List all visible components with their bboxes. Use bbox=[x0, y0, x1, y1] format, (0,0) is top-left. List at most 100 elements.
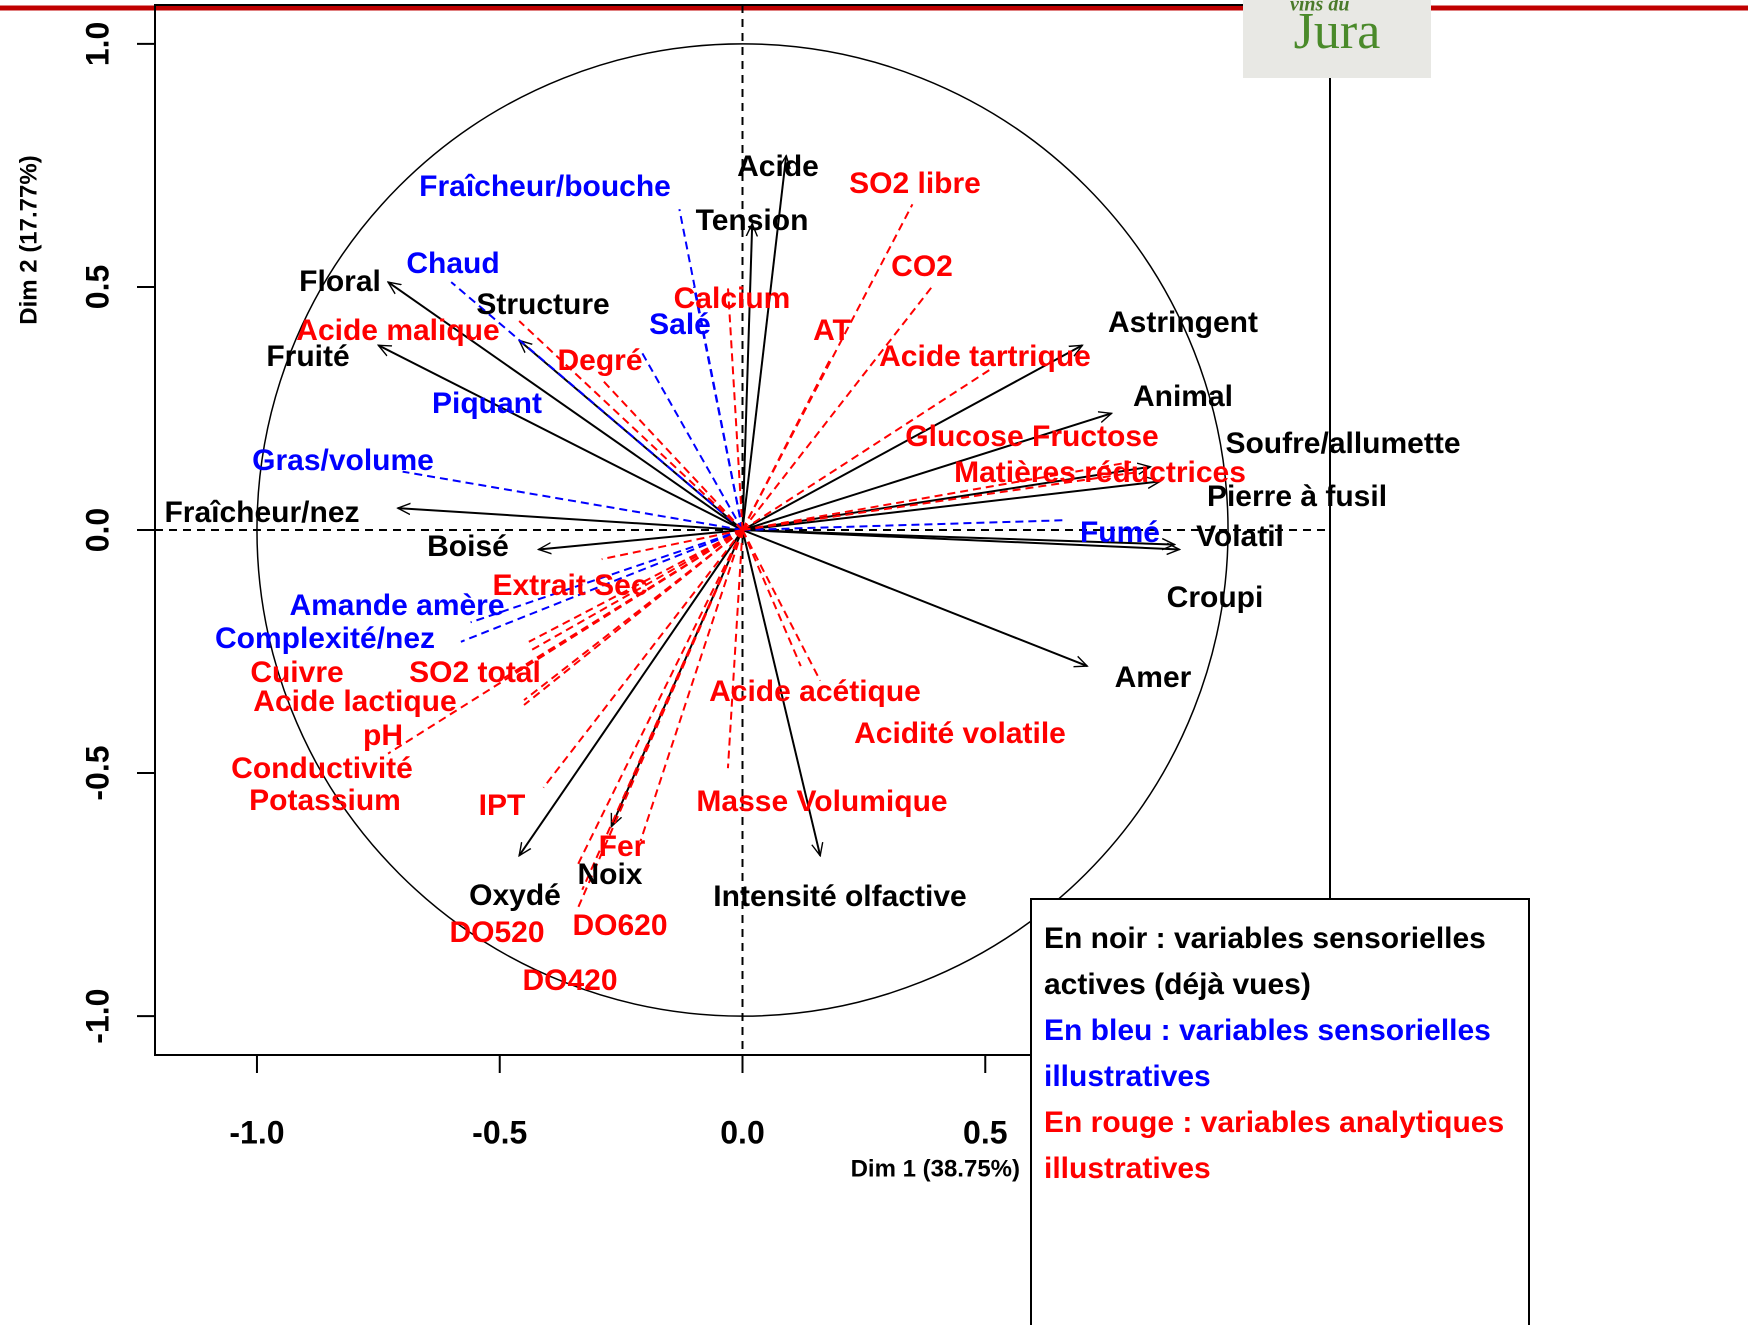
variable-vector bbox=[742, 529, 1175, 545]
variable-vector bbox=[518, 320, 744, 531]
variable-vector bbox=[742, 460, 1132, 531]
variable-vector bbox=[499, 529, 744, 682]
variable-label: Conductivité bbox=[231, 752, 413, 785]
variable-label: Acide lactique bbox=[253, 685, 456, 718]
variable-label: Glucose Fructose bbox=[905, 420, 1158, 453]
variable-label: Oxydé bbox=[469, 879, 561, 912]
variable-vector bbox=[741, 224, 753, 531]
x-tick-label: -0.5 bbox=[472, 1114, 527, 1150]
logo-name: Jura bbox=[1294, 3, 1381, 60]
y-tick-label: -0.5 bbox=[79, 745, 115, 800]
variable-vector bbox=[741, 203, 914, 531]
variable-label: Salé bbox=[649, 308, 711, 341]
variable-label: Fraîcheur/bouche bbox=[419, 170, 671, 203]
variable-vector bbox=[742, 529, 1088, 666]
variable-vector bbox=[742, 413, 1112, 531]
y-axis-label: Dim 2 (17.77%) bbox=[15, 155, 42, 324]
variable-vector bbox=[388, 282, 744, 531]
variable-label: SO2 libre bbox=[849, 167, 981, 200]
variable-vector bbox=[528, 529, 743, 653]
variable-vector bbox=[542, 529, 744, 789]
variable-vector bbox=[539, 529, 743, 549]
variable-vector bbox=[742, 470, 1141, 531]
variable-label: AT bbox=[813, 314, 851, 347]
variable-label: Noix bbox=[577, 858, 642, 891]
variable-label: Complexité/nez bbox=[215, 622, 435, 655]
variable-label: Astringent bbox=[1108, 306, 1258, 339]
variable-vector bbox=[519, 529, 744, 856]
variable-vector bbox=[742, 519, 1063, 531]
variable-label: Acide bbox=[737, 150, 819, 183]
x-axis-label: Dim 1 (38.75%) bbox=[851, 1155, 1020, 1182]
variable-vector bbox=[460, 529, 743, 643]
y-tick-label: 1.0 bbox=[79, 22, 115, 66]
variable-label: Masse Volumique bbox=[696, 785, 947, 818]
variable-label: Fraîcheur/nez bbox=[164, 496, 359, 529]
x-tick-label: -1.0 bbox=[229, 1114, 284, 1150]
variable-label: DO420 bbox=[522, 964, 617, 997]
variable-label: Acide acétique bbox=[709, 675, 921, 708]
variable-vector bbox=[378, 344, 743, 531]
variable-vector bbox=[387, 529, 744, 755]
x-tick-label: 0.0 bbox=[720, 1114, 764, 1150]
legend-entry: En noir : variables sensorielles actives… bbox=[1044, 922, 1486, 1001]
variable-label: Amer bbox=[1115, 661, 1192, 694]
variable-label: pH bbox=[363, 719, 403, 752]
variable-label: Acide tartrique bbox=[879, 340, 1091, 373]
legend: En noir : variables sensorielles actives… bbox=[1030, 898, 1530, 1325]
variable-vector bbox=[639, 349, 744, 531]
variable-label: SO2 total bbox=[409, 656, 541, 689]
variable-label: Pierre à fusil bbox=[1207, 480, 1387, 513]
variable-label: Floral bbox=[299, 265, 381, 298]
variable-label: Extrait Sec bbox=[492, 569, 647, 602]
variable-label: Gras/volume bbox=[252, 444, 434, 477]
variable-label: Calcium bbox=[674, 282, 791, 315]
variable-label: Tension bbox=[696, 204, 809, 237]
variable-vector bbox=[402, 470, 743, 531]
variable-label: Volatil bbox=[1196, 520, 1284, 553]
variable-label: Soufre/allumette bbox=[1225, 427, 1460, 460]
y-tick-label: 0.5 bbox=[79, 265, 115, 309]
variable-label: Amande amère bbox=[289, 589, 504, 622]
variable-vector bbox=[528, 529, 743, 643]
variable-label: Cuivre bbox=[250, 656, 343, 689]
variable-label: Intensité olfactive bbox=[713, 880, 966, 913]
variable-vector bbox=[523, 529, 744, 706]
variable-label: Boisé bbox=[427, 530, 509, 563]
variable-vector bbox=[726, 529, 744, 769]
variable-label: Fer bbox=[599, 830, 646, 863]
logo-top: vins du bbox=[1290, 0, 1349, 16]
variable-vector bbox=[470, 529, 743, 624]
logo-box bbox=[1243, 0, 1431, 78]
variable-vector bbox=[741, 529, 822, 682]
legend-entry: En bleu : variables sensorielles illustr… bbox=[1044, 1014, 1491, 1093]
variable-label: Structure bbox=[476, 288, 609, 321]
variable-label: Fumé bbox=[1080, 516, 1160, 549]
variable-vector bbox=[450, 281, 744, 531]
variable-vector bbox=[639, 529, 744, 842]
y-tick-label: -1.0 bbox=[79, 989, 115, 1044]
y-tick-label: 0.0 bbox=[79, 508, 115, 552]
variable-vector bbox=[398, 508, 743, 531]
variable-label: DO620 bbox=[572, 909, 667, 942]
plot: -1.0-0.50.00.51.0-1.0-0.50.00.51.0Floral… bbox=[79, 4, 1461, 1150]
variable-label: Piquant bbox=[432, 387, 542, 420]
variable-vector bbox=[741, 156, 787, 531]
x-tick-label: 0.5 bbox=[963, 1114, 1007, 1150]
variable-label: Acidité volatile bbox=[854, 717, 1066, 750]
variable-vector bbox=[600, 378, 744, 531]
variable-vector bbox=[741, 368, 991, 531]
variable-vector bbox=[741, 529, 821, 856]
variable-label: DO520 bbox=[449, 916, 544, 949]
variable-label: IPT bbox=[479, 789, 526, 822]
variable-vector bbox=[692, 286, 744, 531]
variable-label: Chaud bbox=[406, 247, 499, 280]
variable-vector bbox=[741, 359, 831, 531]
variable-label: Animal bbox=[1133, 380, 1233, 413]
variable-label: Fruité bbox=[266, 340, 349, 373]
variable-vector bbox=[742, 344, 1083, 531]
variable-label: Degré bbox=[557, 344, 642, 377]
variable-vector bbox=[741, 529, 802, 667]
